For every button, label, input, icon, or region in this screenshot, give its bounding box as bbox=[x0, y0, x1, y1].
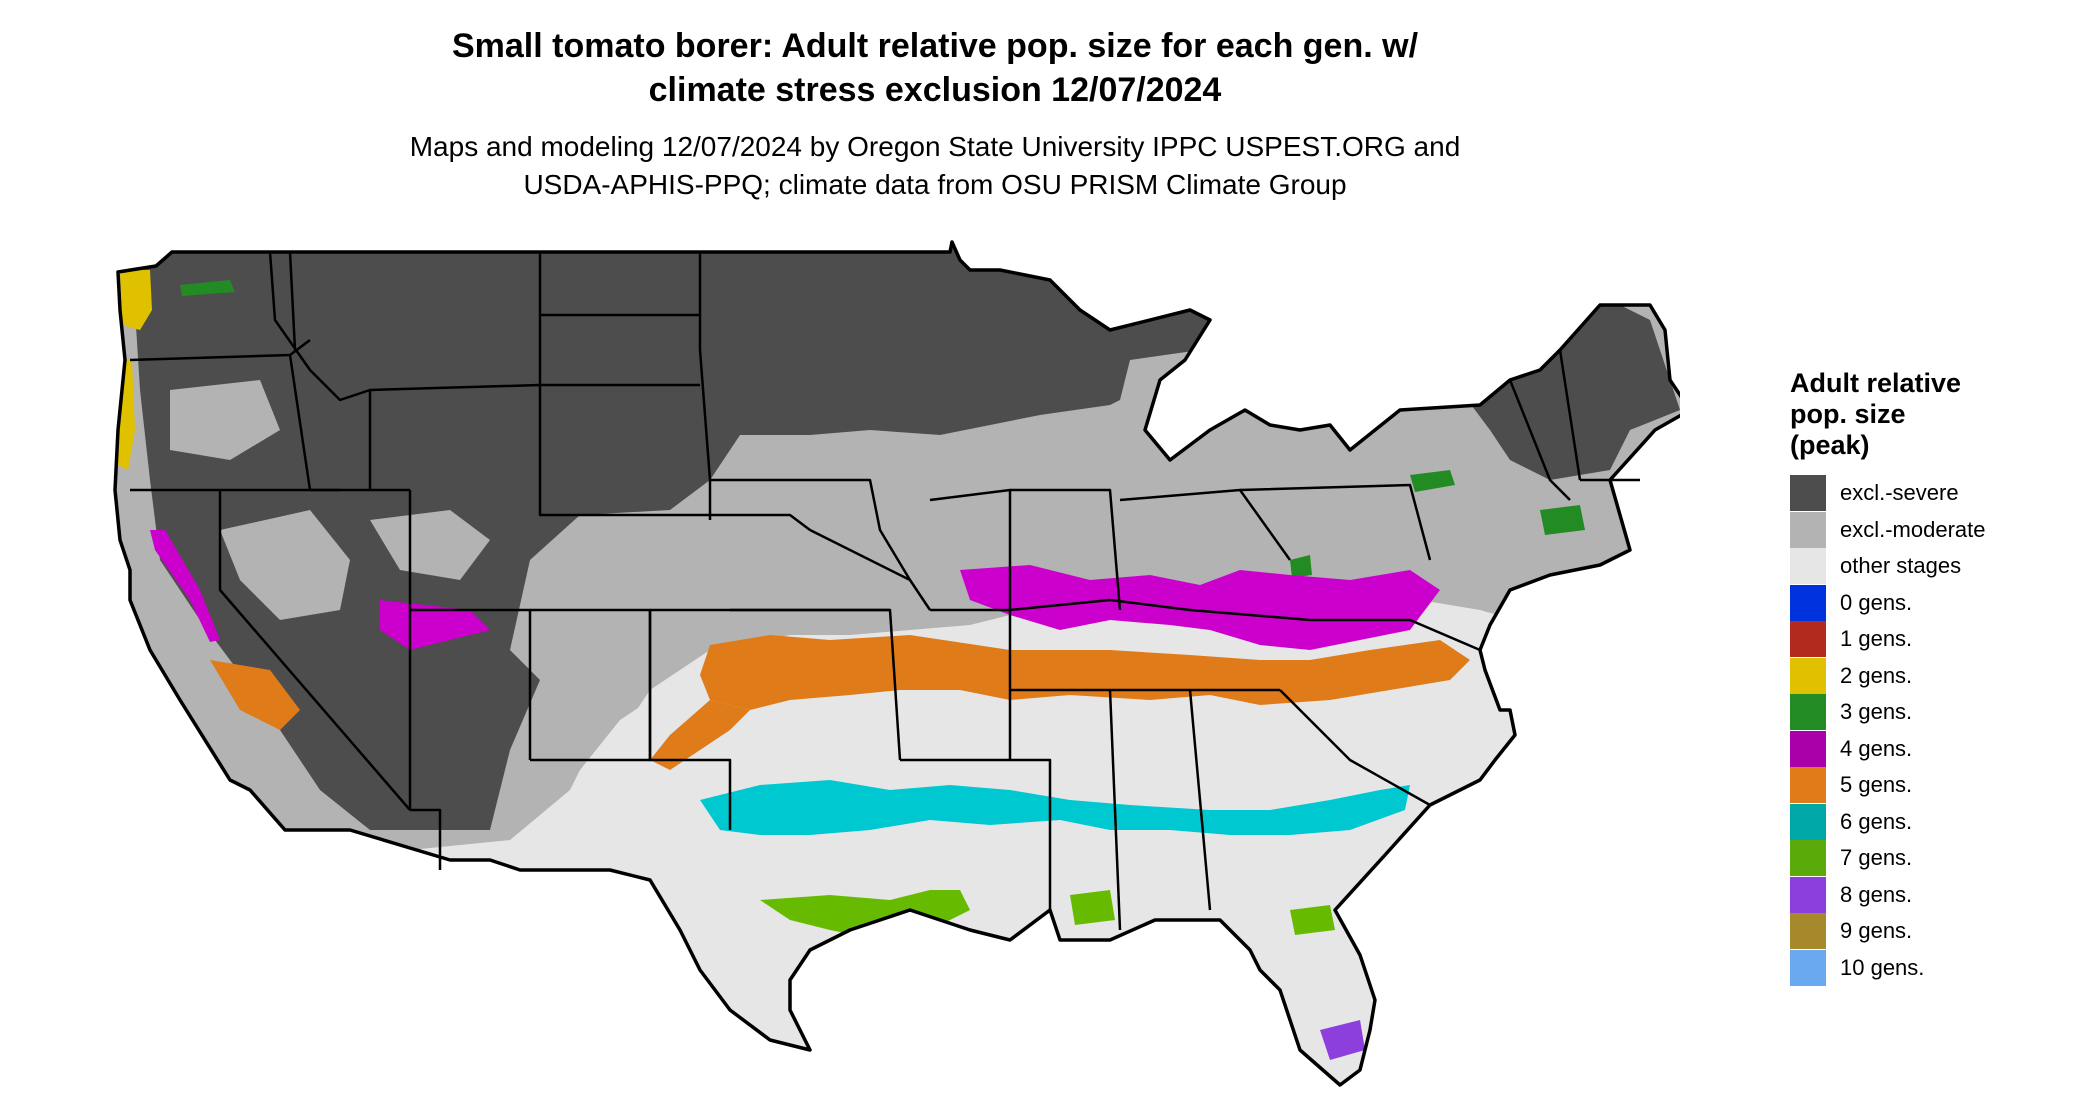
region-gen-5-california bbox=[210, 660, 300, 730]
legend-swatch bbox=[1790, 475, 1826, 512]
legend-label: 4 gens. bbox=[1840, 735, 1913, 761]
legend-label: other stages bbox=[1840, 553, 1962, 579]
region-gen-3 bbox=[1410, 470, 1455, 492]
region-excl-moderate-patch bbox=[370, 510, 490, 580]
legend-swatch bbox=[1790, 694, 1826, 731]
region-gen-2 bbox=[120, 270, 152, 330]
legend-swatch bbox=[1790, 876, 1826, 913]
legend-label: 2 gens. bbox=[1840, 662, 1913, 688]
legend-item: excl.-moderate bbox=[1790, 511, 2090, 549]
region-gen-3 bbox=[1540, 505, 1585, 535]
legend-label: 7 gens. bbox=[1840, 845, 1913, 871]
legend-item: 4 gens. bbox=[1790, 730, 2090, 768]
legend-swatch bbox=[1790, 621, 1826, 658]
legend-item: 8 gens. bbox=[1790, 876, 2090, 914]
legend-item: 9 gens. bbox=[1790, 913, 2090, 950]
legend-title-line: pop. size bbox=[1790, 399, 1906, 429]
legend-swatch bbox=[1790, 584, 1826, 621]
legend-swatch bbox=[1790, 803, 1826, 840]
map-subtitle-line-2: USDA-APHIS-PPQ; climate data from OSU PR… bbox=[523, 169, 1347, 200]
legend-label: excl.-severe bbox=[1840, 480, 1959, 506]
legend-label: 3 gens. bbox=[1840, 699, 1913, 725]
state-boundaries bbox=[129, 251, 1640, 931]
legend-label: 0 gens. bbox=[1840, 589, 1913, 615]
legend-swatch bbox=[1790, 730, 1826, 767]
map-subtitle-line-1: Maps and modeling 12/07/2024 by Oregon S… bbox=[409, 131, 1461, 162]
legend-swatch bbox=[1790, 913, 1826, 950]
region-gen-4 bbox=[960, 565, 1440, 650]
region-gen-6 bbox=[700, 780, 1410, 835]
legend-item: 10 gens. bbox=[1790, 949, 2090, 987]
legend-label: 6 gens. bbox=[1840, 808, 1913, 834]
legend-item: 7 gens. bbox=[1790, 840, 2090, 877]
legend-item: 6 gens. bbox=[1790, 803, 2090, 841]
region-gen-5-texas bbox=[650, 700, 750, 770]
legend-swatch bbox=[1790, 949, 1826, 986]
region-excl-moderate-patch bbox=[170, 380, 280, 460]
region-gen-3 bbox=[180, 280, 235, 296]
legend-title-line: (peak) bbox=[1790, 430, 1870, 460]
legend-swatch bbox=[1790, 767, 1826, 804]
legend-item: 5 gens. bbox=[1790, 767, 2090, 804]
region-gen-4-west bbox=[150, 530, 220, 642]
legend-label: 8 gens. bbox=[1840, 881, 1913, 907]
legend-item: 0 gens. bbox=[1790, 584, 2090, 622]
legend-item: 2 gens. bbox=[1790, 657, 2090, 695]
map-title-line-2: climate stress exclusion 12/07/2024 bbox=[648, 71, 1222, 109]
legend-label: 10 gens. bbox=[1840, 954, 1925, 980]
legend-item: 3 gens. bbox=[1790, 694, 2090, 731]
legend-swatch bbox=[1790, 840, 1826, 877]
legend-title-line: Adult relative bbox=[1790, 368, 1962, 398]
legend-title: Adult relative pop. size (peak) bbox=[1790, 368, 2090, 461]
legend-swatch bbox=[1790, 511, 1826, 548]
legend: Adult relative pop. size (peak) excl.-se… bbox=[1790, 368, 2090, 986]
region-gen-4-southwest bbox=[380, 600, 490, 650]
region-gen-7-louisiana bbox=[1070, 890, 1115, 925]
legend-label: 9 gens. bbox=[1840, 918, 1913, 944]
region-gen-7-florida bbox=[1290, 905, 1335, 935]
legend-items: excl.-severe excl.-moderate other stages 0 … bbox=[1790, 475, 2090, 986]
map-title-line-1: Small tomato borer: Adult relative pop. … bbox=[451, 27, 1419, 65]
region-excl-moderate-patch bbox=[220, 510, 350, 620]
region-gen-3 bbox=[1290, 555, 1312, 578]
region-excl-severe-michigan bbox=[1200, 300, 1310, 380]
us-map bbox=[113, 240, 1680, 1087]
legend-item: 1 gens. bbox=[1790, 621, 2090, 658]
region-gen-8-florida bbox=[1320, 1020, 1365, 1060]
map-title: Small tomato borer: Adult relative pop. … bbox=[0, 24, 1870, 112]
legend-item: excl.-severe bbox=[1790, 475, 2090, 512]
legend-swatch bbox=[1790, 548, 1826, 585]
legend-label: 5 gens. bbox=[1840, 772, 1913, 798]
legend-swatch bbox=[1790, 657, 1826, 694]
legend-label: 1 gens. bbox=[1840, 626, 1913, 652]
map-subtitle: Maps and modeling 12/07/2024 by Oregon S… bbox=[0, 128, 1870, 204]
region-excl-severe bbox=[130, 242, 1310, 830]
legend-item: other stages bbox=[1790, 548, 2090, 585]
legend-label: excl.-moderate bbox=[1840, 516, 1986, 542]
